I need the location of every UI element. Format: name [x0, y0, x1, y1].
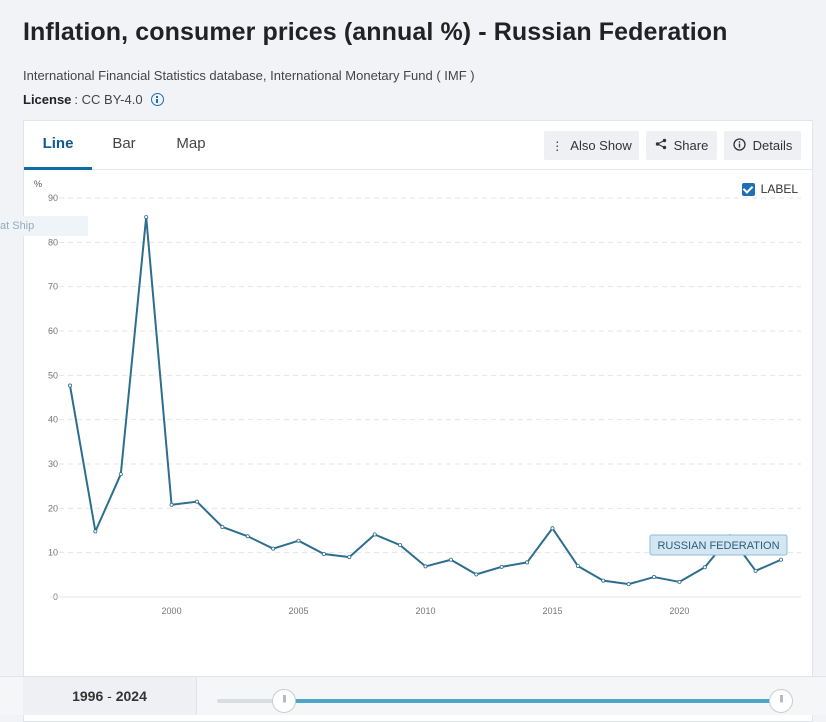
label-checkbox[interactable]: [741, 182, 755, 196]
page-title: Inflation, consumer prices (annual %) - …: [23, 18, 728, 46]
chart-tabs: Line Bar Map ⋮ Also Show Share Details: [24, 121, 812, 170]
range-slider-bar: 1996 - 2024: [0, 676, 826, 715]
share-label: Share: [673, 138, 709, 153]
range-start: 1996: [72, 688, 104, 704]
range-end: 2024: [115, 688, 147, 704]
license-label: License: [23, 92, 72, 107]
range-display: 1996 - 2024: [23, 677, 197, 715]
label-toggle[interactable]: LABEL: [741, 182, 798, 196]
info-icon[interactable]: [150, 93, 164, 106]
also-show-button[interactable]: ⋮ Also Show: [544, 131, 639, 160]
range-end-handle[interactable]: [769, 689, 793, 713]
share-button[interactable]: Share: [646, 131, 717, 160]
tab-line[interactable]: Line: [24, 121, 92, 170]
chart-card: Line Bar Map ⋮ Also Show Share Details L…: [23, 120, 813, 722]
tab-map[interactable]: Map: [176, 135, 206, 152]
license-value: : CC BY-4.0: [74, 92, 143, 107]
info-circle-icon: [732, 137, 746, 154]
chart-area: LABEL: [24, 169, 812, 677]
range-sep: -: [103, 688, 116, 704]
share-icon: [655, 138, 667, 153]
source-text: International Financial Statistics datab…: [23, 68, 475, 83]
ghost-tooltip: at Ship: [0, 216, 88, 236]
also-show-label: Also Show: [570, 138, 632, 153]
range-start-handle[interactable]: [272, 689, 296, 713]
license-line: License : CC BY-4.0: [23, 92, 164, 107]
range-track-fill: [284, 699, 781, 703]
details-label: Details: [752, 138, 793, 153]
more-vertical-icon: ⋮: [551, 138, 564, 153]
tab-bar[interactable]: Bar: [112, 135, 136, 152]
label-toggle-text: LABEL: [760, 182, 798, 196]
details-button[interactable]: Details: [724, 131, 801, 160]
